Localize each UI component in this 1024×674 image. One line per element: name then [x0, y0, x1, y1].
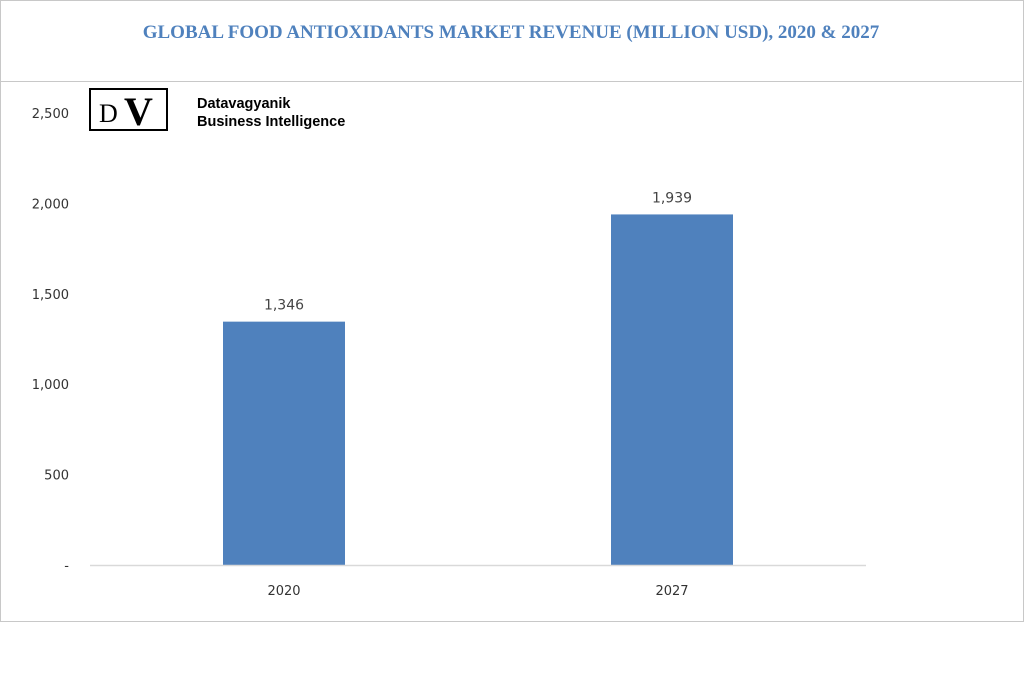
y-tick-label: -: [64, 559, 69, 574]
y-tick-label: 2,500: [32, 107, 69, 122]
title-band: GLOBAL FOOD ANTIOXIDANTS MARKET REVENUE …: [0, 0, 1022, 82]
data-label: 1,346: [264, 298, 304, 314]
logo-line2: Business Intelligence: [197, 114, 346, 130]
logo-text: Datavagyanik Business Intelligence: [197, 95, 345, 131]
y-tick-label: 2,000: [32, 197, 69, 212]
logo-line1: Datavagyanik: [197, 96, 291, 112]
logo-letter-d: D: [99, 99, 118, 128]
bar-2027: [611, 214, 733, 565]
logo-mark: D V: [89, 88, 168, 134]
x-tick-label: 2027: [655, 584, 688, 599]
bar-2020: [223, 321, 345, 565]
y-tick-label: 1,000: [32, 378, 69, 393]
chart-title: GLOBAL FOOD ANTIOXIDANTS MARKET REVENUE …: [142, 22, 880, 43]
y-tick-label: 1,500: [32, 288, 69, 303]
data-label: 1,939: [652, 190, 692, 206]
y-tick-label: 500: [44, 469, 69, 484]
logo-letter-v: V: [124, 89, 153, 134]
x-tick-label: 2020: [267, 584, 300, 599]
